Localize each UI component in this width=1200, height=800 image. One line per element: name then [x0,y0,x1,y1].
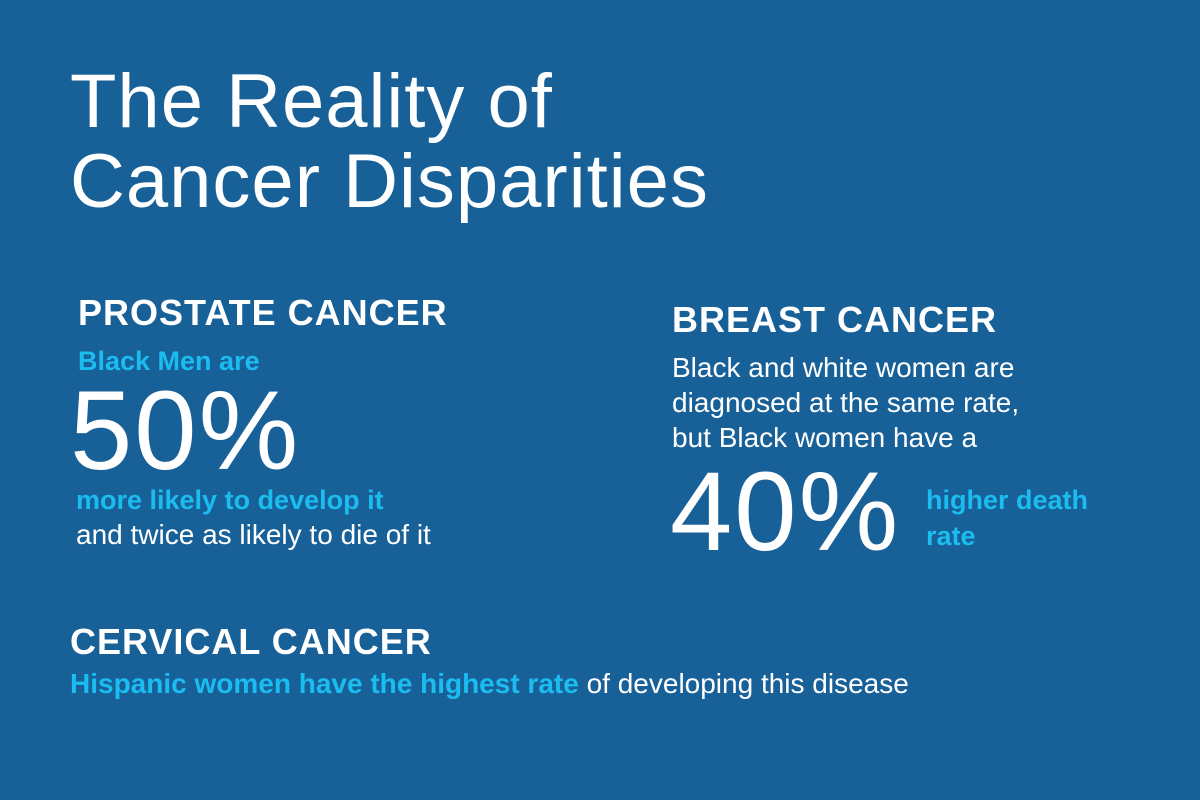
cervical-text: Hispanic women have the highest rate of … [70,666,909,701]
breast-line: but Black women have a [672,422,978,453]
breast-body: Black and white women are diagnosed at t… [672,350,1019,455]
cervical-highlight: Hispanic women have the highest rate [70,668,579,699]
prostate-lead: Black Men are [78,346,260,376]
cervical-tail: of developing this disease [578,668,909,699]
prostate-stat: 50% [70,368,301,493]
page-title: The Reality of Cancer Disparities [70,62,709,222]
breast-line: Black and white women are [672,352,1015,383]
breast-stat: 40% [670,449,901,574]
prostate-heading: PROSTATE CANCER [78,292,448,333]
title-line-2: Cancer Disparities [70,139,709,224]
breast-line: diagnosed at the same rate, [672,387,1020,418]
prostate-highlight: more likely to develop it [76,485,384,515]
prostate-tail: and twice as likely to die of it [76,519,431,550]
cervical-heading: CERVICAL CANCER [70,621,432,662]
breast-heading: BREAST CANCER [672,299,998,340]
breast-highlight: higher death rate [926,482,1088,554]
breast-highlight-line-2: rate [926,521,976,551]
breast-highlight-line-1: higher death [926,485,1089,515]
title-line-1: The Reality of [70,59,553,144]
